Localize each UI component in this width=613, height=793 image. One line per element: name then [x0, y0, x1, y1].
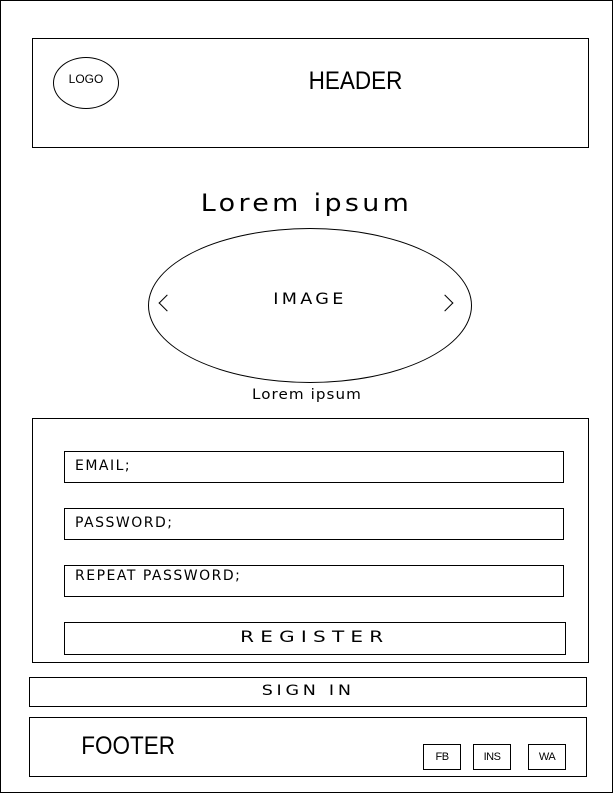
- register-button[interactable]: REGISTER: [64, 622, 566, 655]
- footer: FOOTER FB INS WA: [29, 717, 587, 777]
- facebook-link[interactable]: FB: [423, 744, 461, 770]
- page-headline: Lorem ipsum: [200, 189, 413, 217]
- sign-in-button[interactable]: SIGN IN: [29, 677, 587, 707]
- password-field[interactable]: PASSWORD;: [64, 508, 564, 540]
- sign-in-label: SIGN IN: [261, 683, 355, 699]
- header: LOGO HEADER: [32, 38, 589, 148]
- header-title: HEADER: [308, 67, 403, 95]
- instagram-link[interactable]: INS: [473, 744, 511, 770]
- register-button-label: REGISTER: [240, 627, 390, 646]
- email-field[interactable]: EMAIL;: [64, 451, 564, 483]
- carousel-image-placeholder: IMAGE: [273, 289, 347, 308]
- carousel-caption: Lorem ipsum: [251, 387, 362, 403]
- whatsapp-link[interactable]: WA: [528, 744, 566, 770]
- logo[interactable]: LOGO: [53, 57, 119, 109]
- register-form: EMAIL; PASSWORD; REPEAT PASSWORD; REGIST…: [32, 418, 589, 663]
- footer-title: FOOTER: [81, 732, 175, 760]
- image-carousel: IMAGE: [148, 228, 472, 383]
- logo-text: LOGO: [68, 72, 104, 86]
- repeat-password-field[interactable]: REPEAT PASSWORD;: [64, 565, 564, 597]
